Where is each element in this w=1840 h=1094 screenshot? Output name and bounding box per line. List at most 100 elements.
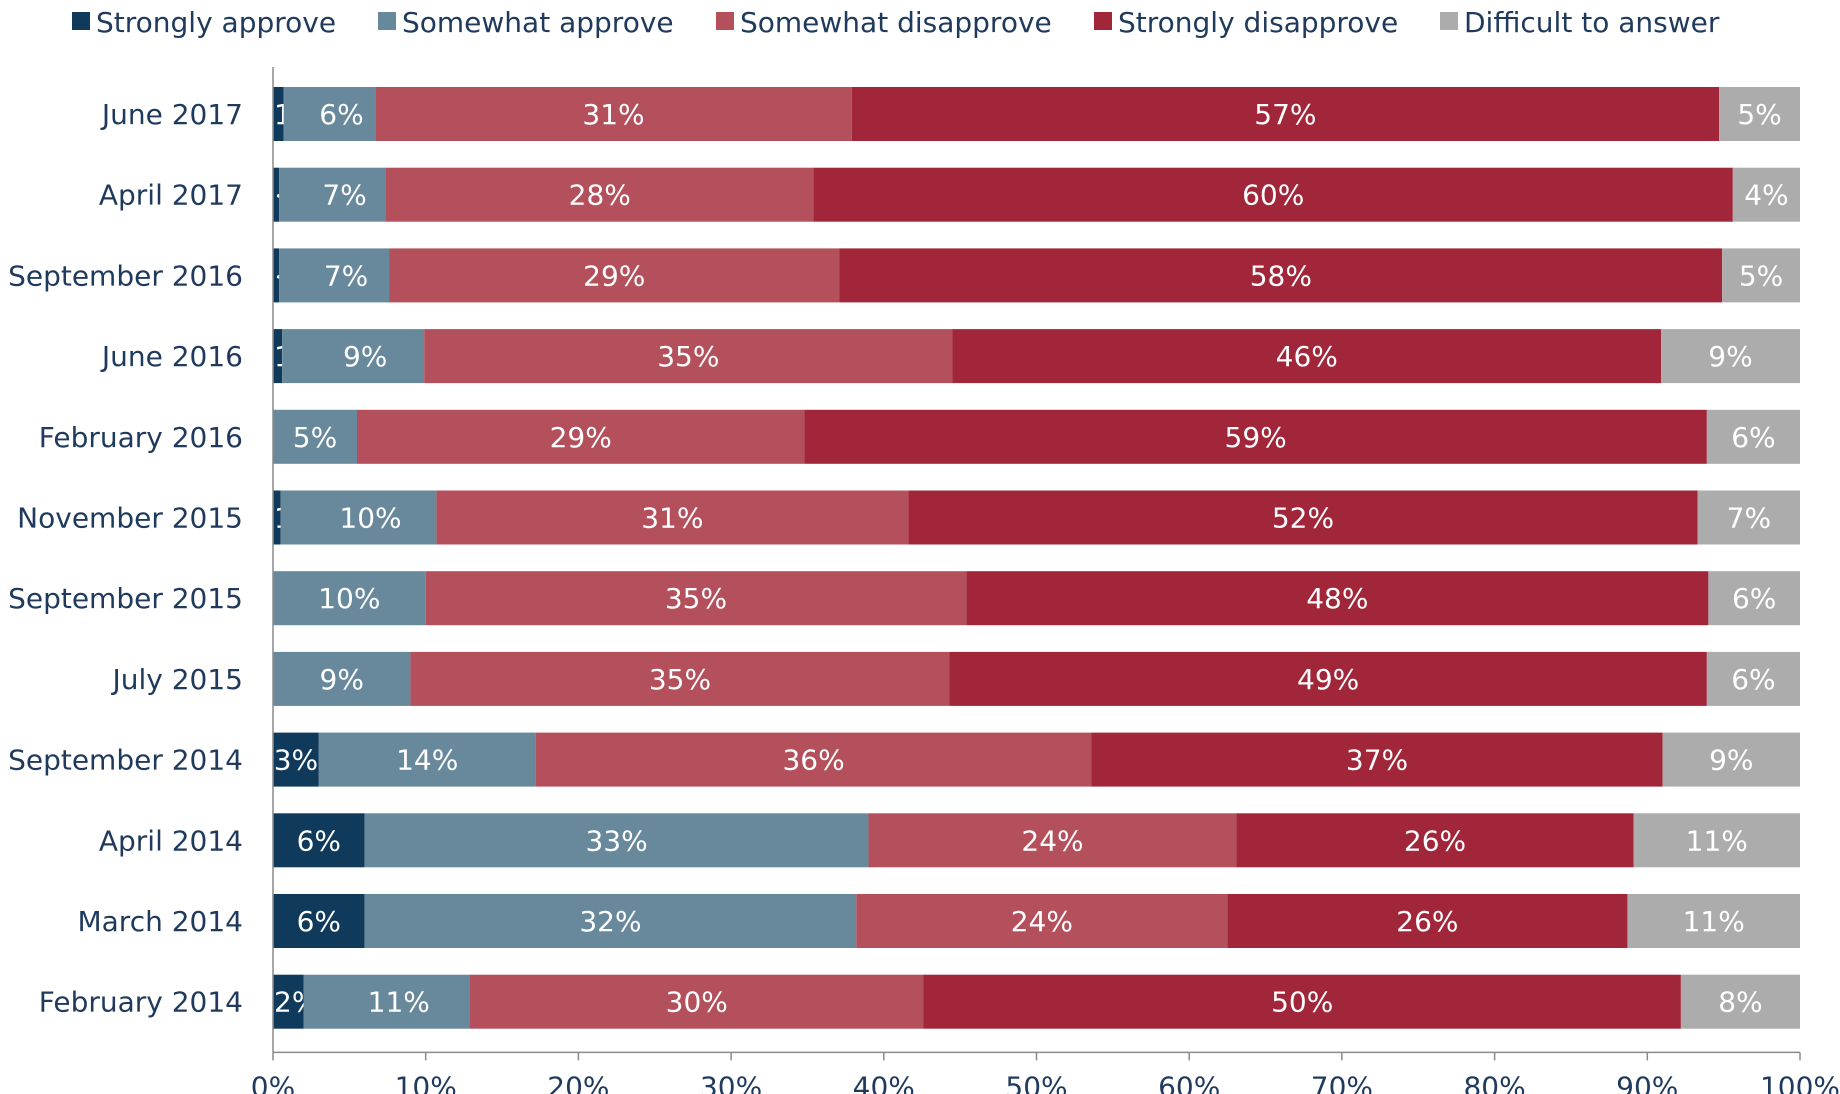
data-label: 10% [339, 502, 401, 535]
data-label: 7% [1727, 502, 1771, 535]
bar-segment [535, 732, 1092, 787]
x-tick-label: 30% [700, 1070, 762, 1094]
x-tick-label: 20% [547, 1070, 609, 1094]
category-label: February 2014 [39, 986, 243, 1019]
bar-segment [469, 974, 924, 1029]
data-label: 9% [1709, 744, 1753, 777]
bar-segment [1706, 409, 1800, 464]
bar-segment [273, 248, 280, 303]
data-label: 36% [782, 744, 844, 777]
data-label: 6% [1732, 582, 1776, 615]
bar-segment [273, 651, 411, 706]
x-tick-label: 40% [853, 1070, 915, 1094]
bar-segment [273, 894, 365, 948]
bar-segment [923, 974, 1681, 1029]
legend-label-2: Somewhat disapprove [740, 6, 1052, 39]
x-tick-label: 90% [1616, 1070, 1678, 1094]
bar-segment [364, 894, 857, 948]
bar-segment [804, 409, 1707, 464]
bar-segment [303, 974, 470, 1029]
data-label: 5% [1739, 259, 1783, 292]
data-label: 6% [1731, 663, 1775, 696]
bar-segment [1680, 974, 1800, 1029]
bar-segment [1722, 248, 1800, 303]
category-label: June 2017 [100, 98, 243, 131]
data-label: 24% [1011, 905, 1073, 938]
bar-segment [425, 571, 967, 626]
bar-segment [273, 409, 357, 464]
bar-segment [389, 248, 840, 303]
bar-segment [273, 329, 283, 384]
category-label: November 2015 [17, 502, 243, 535]
x-tick-label: 100% [1760, 1070, 1840, 1094]
data-label: 26% [1404, 824, 1466, 857]
data-label: 6% [1731, 421, 1775, 454]
bar-segment [424, 329, 953, 384]
bar-segment [1708, 571, 1800, 626]
x-tick-label: 60% [1158, 1070, 1220, 1094]
legend-swatch-3 [1094, 12, 1112, 30]
bar-segment [410, 651, 950, 706]
data-label: 32% [579, 905, 641, 938]
bar-segment [318, 732, 536, 787]
data-label: 9% [1708, 340, 1752, 373]
bar-segment [283, 87, 376, 141]
data-label: 57% [1254, 98, 1316, 131]
category-labels: June 2017 April 2017 September 2016 June 20… [8, 98, 243, 1019]
bar-segment [273, 813, 365, 868]
data-label: 31% [641, 502, 703, 535]
data-label: 8% [1718, 986, 1762, 1019]
bar-segment [356, 409, 805, 464]
category-label: April 2017 [99, 179, 243, 212]
bar-segment [1697, 490, 1800, 545]
data-label: 3% [274, 744, 318, 777]
data-label: 37% [1346, 744, 1408, 777]
legend-label-3: Strongly disapprove [1118, 6, 1398, 39]
data-label: 29% [550, 421, 612, 454]
bar-segment [1732, 167, 1800, 222]
data-label: 50% [1271, 986, 1333, 1019]
data-label: 49% [1297, 663, 1359, 696]
data-label: 29% [583, 259, 645, 292]
data-label: 6% [319, 98, 363, 131]
category-label: July 2015 [110, 663, 243, 696]
bar-segment [908, 490, 1698, 545]
legend-label-1: Somewhat approve [402, 6, 674, 39]
x-tick-label: 70% [1311, 1070, 1373, 1094]
data-label: 11% [1686, 824, 1748, 857]
data-label: 35% [649, 663, 711, 696]
bar-segment [1627, 894, 1800, 948]
data-label: 58% [1250, 259, 1312, 292]
bar-segment [273, 974, 304, 1029]
data-label: 35% [665, 582, 727, 615]
bar-segment [273, 571, 426, 626]
data-label: 28% [569, 179, 631, 212]
bar-segment [839, 248, 1723, 303]
bar-segment [813, 167, 1733, 222]
category-label: September 2016 [8, 259, 243, 292]
bar-segment [966, 571, 1709, 626]
x-tick-label: 50% [1005, 1070, 1067, 1094]
data-label: 46% [1276, 340, 1338, 373]
data-label: 4% [1744, 179, 1788, 212]
bar-segment [1719, 87, 1800, 141]
bar-segment [273, 87, 284, 141]
category-label: April 2014 [99, 824, 243, 857]
data-label: 5% [1737, 98, 1781, 131]
data-label: 6% [297, 824, 341, 857]
data-label: 9% [343, 340, 387, 373]
legend: Strongly approve Somewhat approve Somewhat… [72, 6, 1720, 39]
data-label: 52% [1272, 502, 1334, 535]
data-label: 48% [1306, 582, 1368, 615]
x-axis: 0% 10% 20% 30% 40% 50% 60% 70% 80% 90% 100% [251, 67, 1840, 1094]
category-label: March 2014 [77, 905, 243, 938]
data-label: 11% [368, 986, 430, 1019]
category-label: February 2016 [39, 421, 243, 454]
data-label: 31% [582, 98, 644, 131]
x-tick-label: 80% [1463, 1070, 1525, 1094]
bar-segment [1706, 651, 1800, 706]
bar-segment [436, 490, 909, 545]
legend-swatch-1 [378, 12, 396, 30]
bar-segment [279, 167, 386, 222]
